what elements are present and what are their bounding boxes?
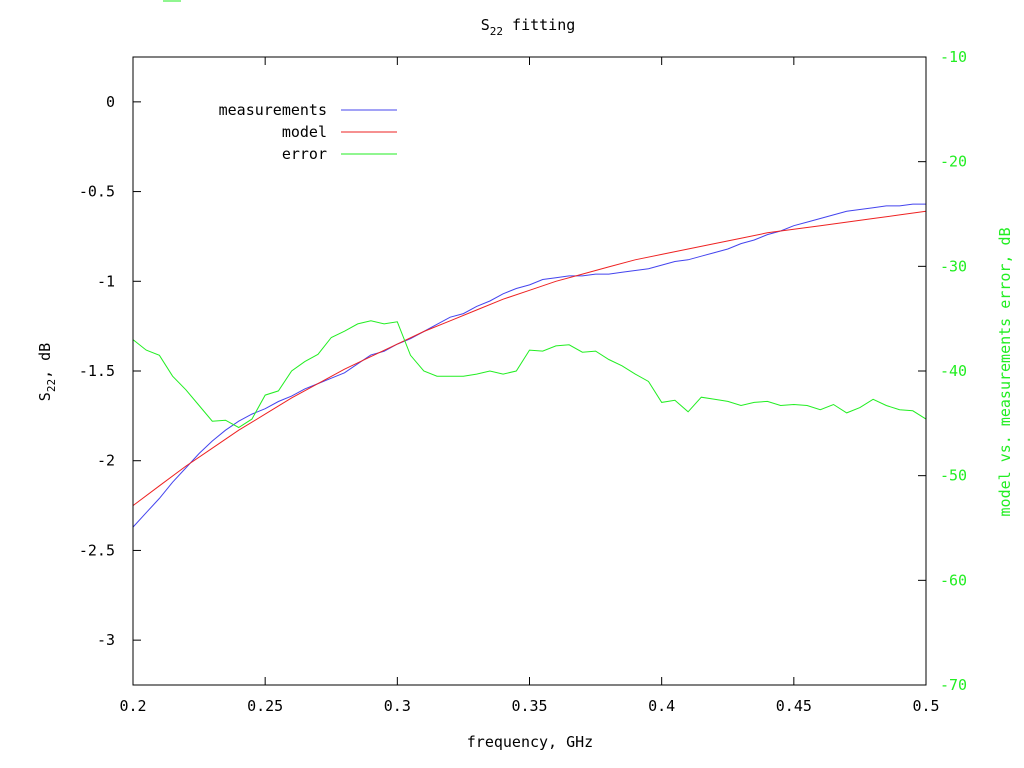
series-line-error — [132, 320, 927, 429]
x-tick-label: 0.45 — [776, 697, 812, 715]
y-tick-label: -1.5 — [79, 362, 115, 380]
chart-title-subscript: 22 — [490, 25, 503, 38]
y2-tick-label: -30 — [940, 257, 967, 275]
y-tick-label: -1 — [97, 272, 115, 290]
y-axis-label-main: S — [36, 392, 54, 401]
y2-tick-label: -20 — [940, 153, 967, 171]
series-group — [132, 203, 927, 528]
x-tick-label: 0.35 — [511, 697, 547, 715]
series-line-measurements — [132, 203, 926, 528]
x-tick-label: 0.4 — [648, 697, 675, 715]
y-tick-label: 0 — [106, 93, 115, 111]
y-tick-label: -3 — [97, 631, 115, 649]
y2-tick-label: -50 — [940, 467, 967, 485]
x-tick-label: 0.2 — [119, 697, 146, 715]
x-tick-label: 0.5 — [912, 697, 939, 715]
y-tick-label: -2.5 — [79, 541, 115, 559]
chart-title: S22 fitting — [481, 16, 576, 38]
y2-axis-label: model vs. measurements error, dB — [996, 228, 1014, 517]
y2-tick-label: -40 — [940, 362, 967, 380]
x-tick-label: 0.25 — [247, 697, 283, 715]
y-tick-label: -0.5 — [79, 183, 115, 201]
y-axis-label: S22, dB — [36, 343, 58, 401]
y-axis-label-subscript: 22 — [45, 379, 58, 392]
legend-label-error: error — [282, 145, 327, 163]
y2-axis-label-text: model vs. measurements error, dB — [996, 228, 1014, 517]
x-tick-label: 0.3 — [384, 697, 411, 715]
legend-label-measurements: measurements — [219, 101, 327, 119]
legend-label-model: model — [282, 123, 327, 141]
series-line-model — [132, 210, 927, 507]
y2-tick-label: -60 — [940, 571, 967, 589]
x-axis-label: frequency, GHz — [467, 733, 593, 751]
y-axis-label-rest: , dB — [36, 343, 54, 379]
plot-frame — [132, 56, 927, 686]
legend: measurements model error — [219, 101, 397, 163]
chart-title-rest: fitting — [503, 16, 575, 34]
y2-tick-label: -10 — [940, 48, 967, 66]
svg-text:S22, dB: S22, dB — [36, 343, 58, 401]
chart-title-main: S — [481, 16, 490, 34]
tick-group: 0.2 0.25 0.3 0.35 0.4 0.45 0.5 0 -0.5 -1 -1.5 -2 -2.… — [79, 48, 967, 715]
y2-tick-label: -70 — [940, 676, 967, 694]
y-tick-label: -2 — [97, 452, 115, 470]
